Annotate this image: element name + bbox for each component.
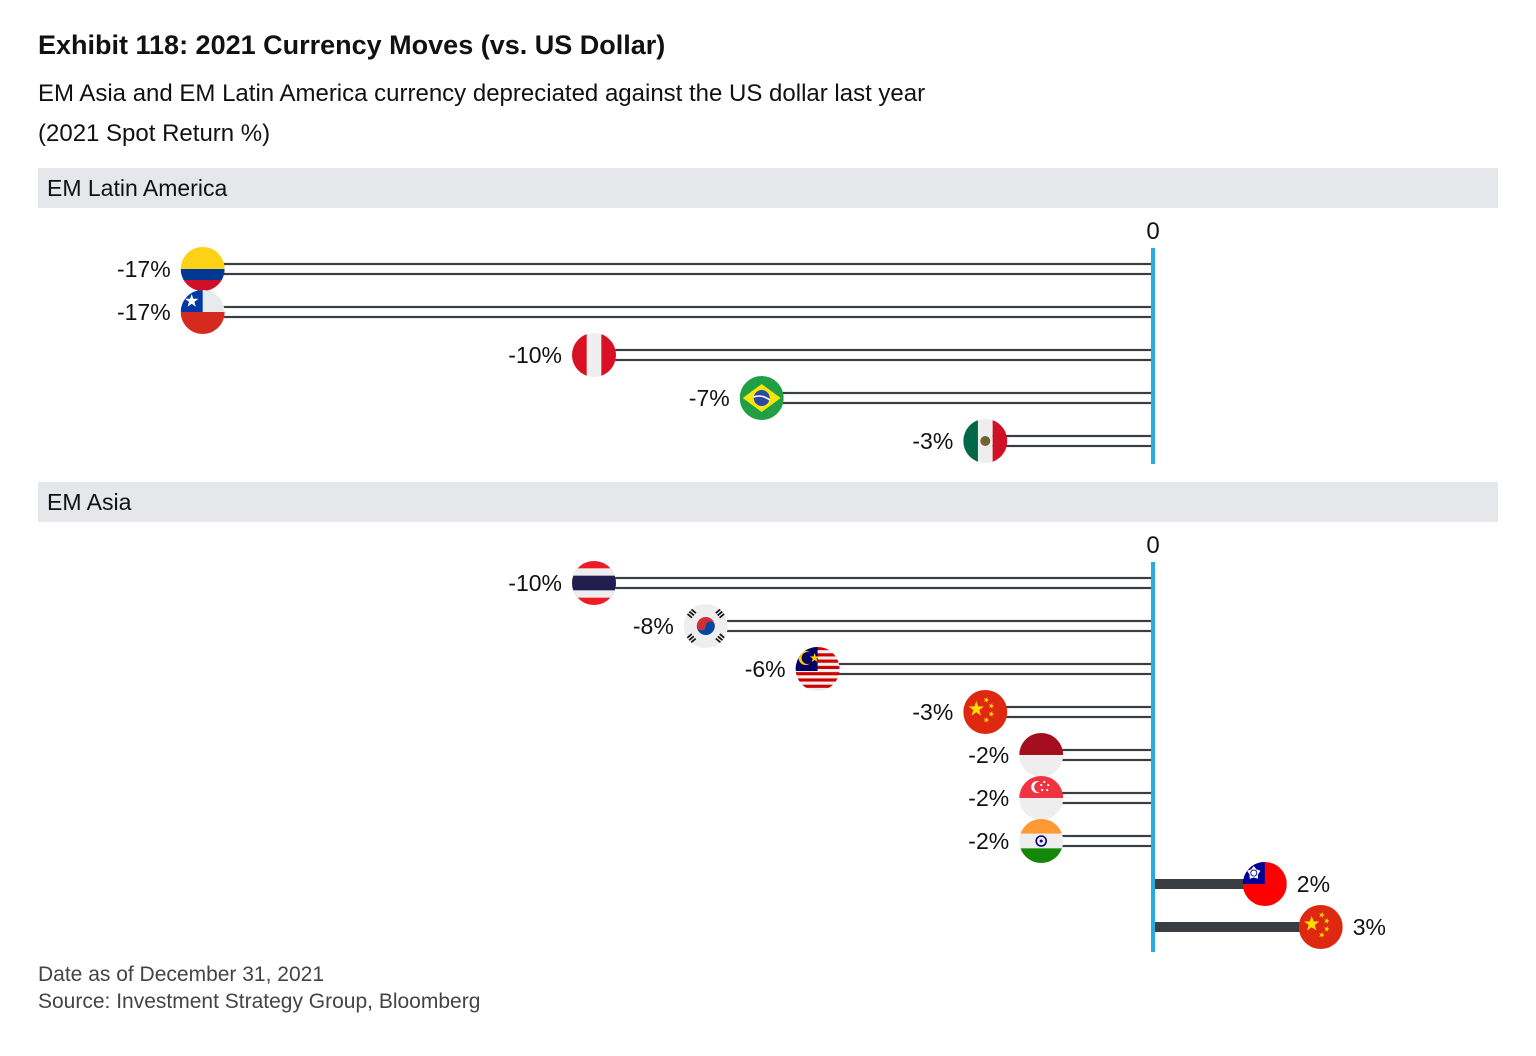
value-label: -10% (508, 342, 562, 368)
chart-subtitle: EM Asia and EM Latin America currency de… (38, 80, 926, 107)
date-note: Date as of December 31, 2021 (38, 963, 325, 986)
indonesia-flag-icon (1019, 733, 1064, 777)
chart-title: Exhibit 118: 2021 Currency Moves (vs. US… (38, 30, 666, 60)
malaysia-flag-icon (795, 647, 840, 691)
value-label: 2% (1297, 871, 1330, 897)
panel-header-asia: EM Asia (38, 482, 1498, 522)
value-label: -17% (117, 256, 171, 282)
bar-south-korea-flag (704, 619, 1155, 633)
bar-china-flag (1153, 922, 1321, 932)
asia-chart: 0 -10% -8% -6% -3% -2% -2% -2% 2% 3% (508, 532, 1386, 952)
bar-mexico-flag (984, 434, 1155, 448)
units-note: (2021 Spot Return %) (38, 120, 271, 147)
peru-flag-icon (572, 333, 616, 377)
value-label: 3% (1353, 914, 1386, 940)
india-flag-icon (1019, 819, 1064, 863)
source-note: Source: Investment Strategy Group, Bloom… (38, 990, 481, 1013)
bar-china-flag (984, 705, 1155, 719)
bar-peru-flag (592, 348, 1155, 362)
bar-chile-flag (201, 305, 1155, 319)
bar-brazil-flag (760, 391, 1155, 405)
zero-axis-label: 0 (1146, 532, 1159, 559)
bar-malaysia-flag (816, 662, 1155, 676)
value-label: -3% (912, 699, 953, 725)
bar-colombia-flag (201, 262, 1155, 276)
bar-thailand-flag (592, 576, 1155, 590)
zero-axis-label: 0 (1146, 218, 1159, 245)
mexico-flag-icon (963, 419, 1008, 463)
latam-chart: 0 -17% -17% -10% -7% -3% (117, 218, 1160, 464)
panel-header-latam: EM Latin America (38, 168, 1498, 208)
value-label: -2% (968, 828, 1009, 854)
value-label: -7% (689, 385, 730, 411)
value-label: -10% (508, 570, 562, 596)
brazil-flag-icon (739, 376, 784, 420)
singapore-flag-icon (1019, 776, 1064, 820)
value-label: -17% (117, 299, 171, 325)
china-flag-icon (1298, 905, 1343, 949)
bar-taiwan-flag (1153, 879, 1265, 889)
colombia-flag-icon (180, 247, 225, 291)
china-flag-icon (963, 690, 1008, 734)
value-label: -2% (968, 742, 1009, 768)
chile-flag-icon (180, 290, 225, 334)
value-label: -2% (968, 785, 1009, 811)
thailand-flag-icon (572, 561, 616, 605)
value-label: -6% (745, 656, 786, 682)
taiwan-flag-icon (1242, 862, 1287, 906)
value-label: -8% (633, 613, 674, 639)
south-korea-flag-icon (683, 604, 728, 648)
value-label: -3% (912, 428, 953, 454)
